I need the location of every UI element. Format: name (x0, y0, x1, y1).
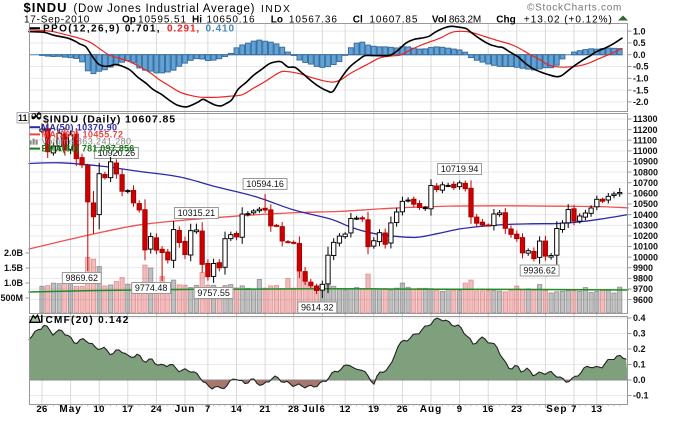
svg-text:10920.26: 10920.26 (98, 148, 136, 158)
svg-text:9: 9 (457, 404, 463, 415)
svg-text:1.0: 1.0 (633, 26, 646, 36)
svg-text:17-Sep-2010: 17-Sep-2010 (24, 15, 90, 26)
svg-text:10200: 10200 (633, 231, 658, 241)
svg-text:11300: 11300 (633, 114, 658, 124)
svg-text:1.0B: 1.0B (4, 278, 24, 288)
svg-text:9757.55: 9757.55 (197, 288, 230, 298)
svg-text:(Dow Jones Industrial Average): (Dow Jones Industrial Average) (73, 3, 255, 15)
svg-text:9700: 9700 (633, 284, 653, 294)
svg-text:-1.0: -1.0 (633, 74, 649, 84)
svg-text:11100: 11100 (633, 135, 657, 145)
svg-text:+13.02 (+0.12%): +13.02 (+0.12%) (524, 15, 613, 26)
svg-text:7: 7 (205, 404, 211, 415)
svg-text:Aug: Aug (420, 404, 442, 415)
svg-text:2.0B: 2.0B (4, 248, 24, 258)
svg-text:26: 26 (36, 404, 47, 415)
svg-text:Lo: Lo (271, 15, 283, 26)
svg-text:10800: 10800 (633, 167, 658, 177)
svg-text:10900: 10900 (633, 157, 658, 167)
svg-text:CMF(20) 0.142: CMF(20) 0.142 (46, 315, 130, 326)
svg-text:10600: 10600 (633, 189, 658, 199)
svg-text:$INDU: $INDU (24, 0, 68, 15)
svg-text:11000: 11000 (633, 146, 658, 156)
svg-text:0.2: 0.2 (633, 344, 646, 354)
svg-text:9600: 9600 (633, 295, 653, 305)
svg-text:0.1: 0.1 (633, 360, 646, 370)
svg-text:10000: 10000 (633, 252, 658, 262)
svg-text:13: 13 (591, 404, 602, 415)
svg-text:10567.36: 10567.36 (289, 15, 338, 26)
svg-text:0.0: 0.0 (633, 50, 646, 60)
svg-text:14: 14 (231, 404, 243, 415)
svg-text:Volume 863,241,280: Volume 863,241,280 (42, 137, 132, 147)
svg-text:9800: 9800 (633, 274, 653, 284)
svg-text:7: 7 (571, 404, 577, 415)
svg-text:0.410: 0.410 (206, 24, 235, 35)
svg-text:0.3: 0.3 (633, 329, 646, 339)
svg-text:11200: 11200 (633, 125, 658, 135)
svg-text:$INDU (Daily) 10607.85: $INDU (Daily) 10607.85 (43, 114, 176, 126)
svg-text:EMA(60) 781,097,856: EMA(60) 781,097,856 (42, 144, 135, 154)
svg-text:Jul: Jul (302, 404, 319, 415)
svg-text:10: 10 (94, 404, 105, 415)
svg-text:10100: 10100 (633, 242, 658, 252)
svg-text:10650.16: 10650.16 (207, 15, 256, 26)
svg-text:©StockCharts.com: ©StockCharts.com (527, 3, 622, 14)
svg-text:9869.62: 9869.62 (66, 273, 99, 283)
svg-text:9900: 9900 (633, 263, 653, 273)
svg-text:May: May (59, 404, 81, 415)
svg-text:28: 28 (288, 404, 299, 415)
svg-text:10300: 10300 (633, 220, 658, 230)
svg-text:Cl: Cl (353, 15, 363, 26)
svg-text:10700: 10700 (633, 178, 658, 188)
svg-text:MA(50) 10370.90: MA(50) 10370.90 (42, 122, 118, 132)
svg-text:12: 12 (340, 404, 351, 415)
svg-text:21: 21 (259, 404, 271, 415)
svg-text:10594.16: 10594.16 (246, 179, 284, 189)
svg-text:-1.5: -1.5 (633, 85, 649, 95)
svg-text:INDX: INDX (261, 4, 292, 15)
svg-text:9774.48: 9774.48 (135, 283, 168, 293)
svg-text:9936.62: 9936.62 (523, 266, 556, 276)
svg-text:Sep: Sep (546, 404, 567, 415)
svg-text:10607.85: 10607.85 (369, 15, 418, 26)
svg-text:10595.51: 10595.51 (138, 15, 187, 26)
svg-text:-0.5: -0.5 (633, 62, 649, 72)
svg-text:0.4: 0.4 (633, 313, 646, 323)
svg-text:10315.21: 10315.21 (178, 208, 216, 218)
svg-text:500M: 500M (0, 293, 23, 303)
svg-text:17: 17 (122, 404, 133, 415)
svg-text:Vol: Vol (432, 15, 447, 26)
svg-text:Chg: Chg (496, 15, 515, 26)
svg-text:6: 6 (319, 404, 325, 415)
svg-text:-0.1: -0.1 (633, 391, 649, 401)
svg-text:9614.32: 9614.32 (301, 303, 334, 313)
svg-text:24: 24 (151, 404, 163, 415)
svg-text:Jun: Jun (175, 404, 196, 415)
svg-text:10500: 10500 (633, 199, 658, 209)
svg-text:11: 11 (18, 113, 28, 123)
svg-text:0.0: 0.0 (633, 375, 646, 385)
svg-text:Hi: Hi (192, 15, 202, 26)
svg-text:0.291,: 0.291, (167, 24, 200, 35)
svg-text:10400: 10400 (633, 210, 658, 220)
svg-text:26: 26 (397, 404, 408, 415)
svg-text:Op: Op (122, 15, 136, 26)
svg-text:MA(200) 10455.72: MA(200) 10455.72 (42, 130, 124, 140)
svg-text:16: 16 (483, 404, 494, 415)
svg-text:19: 19 (368, 404, 379, 415)
svg-text:0.5: 0.5 (633, 38, 646, 48)
svg-text:10719.94: 10719.94 (441, 164, 479, 174)
svg-text:23: 23 (511, 404, 522, 415)
svg-text:1.5B: 1.5B (4, 263, 24, 273)
svg-text:863.2M: 863.2M (449, 15, 481, 26)
svg-text:PPO(12,26,9) 0.701,: PPO(12,26,9) 0.701, (43, 24, 161, 35)
svg-text:-2.0: -2.0 (633, 97, 649, 107)
